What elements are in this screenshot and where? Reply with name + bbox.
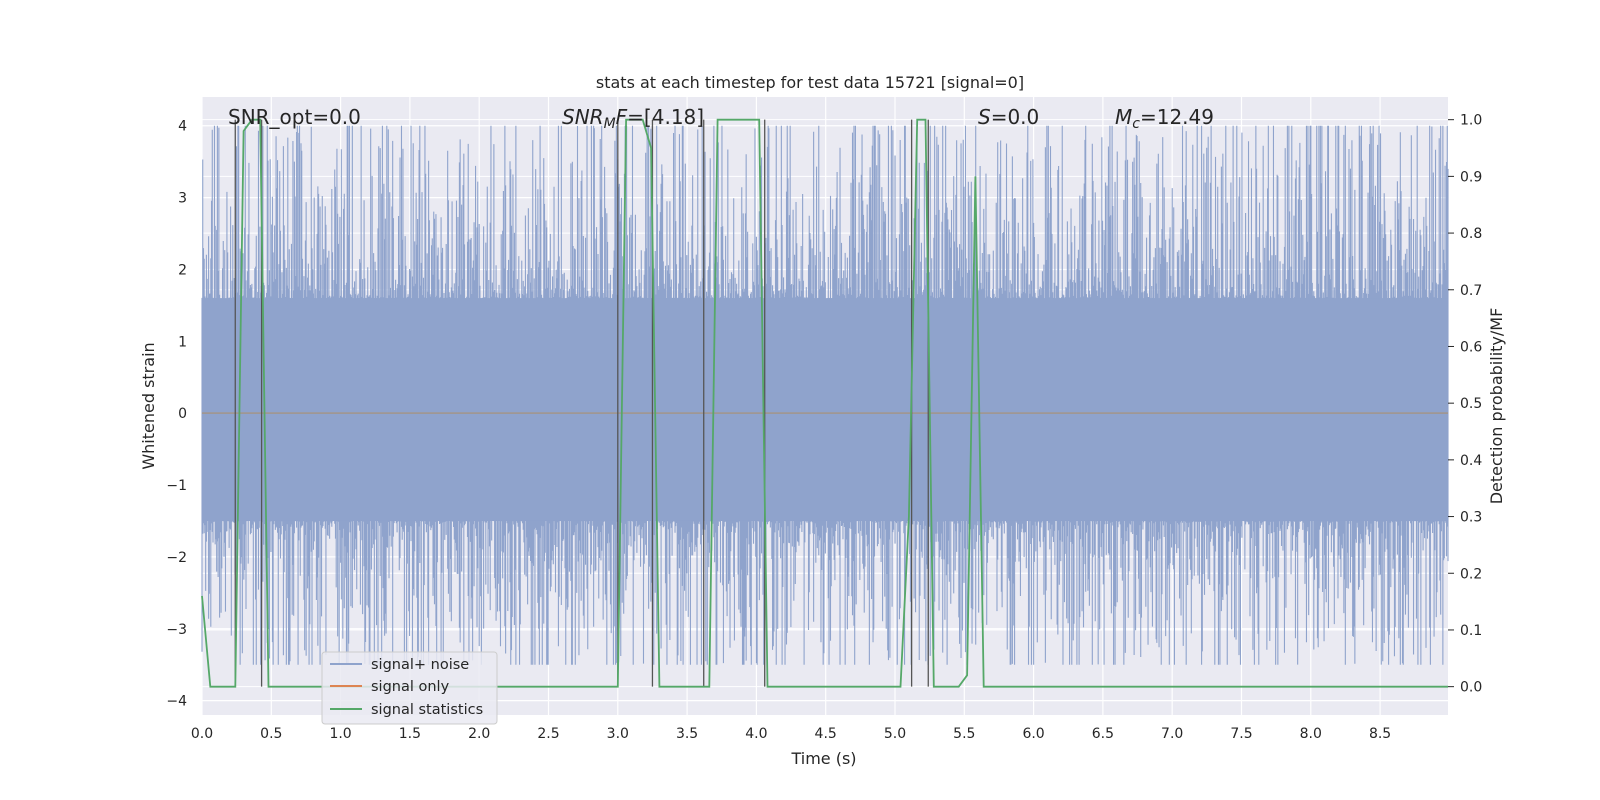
y-tick-label-0: 4: [178, 119, 187, 135]
x-tick-label-3: 1.5: [399, 726, 421, 742]
y-tick-label-2: 2: [178, 262, 187, 278]
x-tick-label-15: 7.5: [1230, 726, 1252, 742]
annotations: SNR_opt=0.0 SNRMF=[4.18] S=0.0 Mc=12.49: [228, 105, 1214, 132]
y2-tick-label-7: 0.3: [1460, 510, 1482, 526]
y2-tick-label-0: 1.0: [1460, 113, 1482, 129]
annotation-snr-mf-subscript: M: [604, 116, 616, 132]
y2-tick-label-2: 0.8: [1460, 226, 1482, 242]
plot-area: [201, 97, 1449, 715]
annotation-s: S=0.0: [978, 105, 1039, 129]
x-axis-ticks: 0.0 0.5 1.0 1.5 2.0 2.5 3.0 3.5 4.0 4.5 5.0 5.5 6.0 6…: [191, 726, 1391, 742]
x-tick-label-16: 8.0: [1300, 726, 1322, 742]
x-tick-label-0: 0.0: [191, 726, 213, 742]
y2-axis-label: Detection probability/MF: [1487, 308, 1506, 505]
x-tick-label-14: 7.0: [1161, 726, 1183, 742]
annotation-snr-mf-symbol-2: F: [616, 105, 628, 129]
y2-axis-ticks: 1.0 0.9 0.8 0.7 0.6 0.5 0.4 0.3 0.2 0.1 0.0: [1448, 113, 1482, 696]
legend-label-noise: signal+ noise: [371, 657, 469, 673]
x-tick-label-11: 5.5: [953, 726, 975, 742]
x-tick-label-8: 4.0: [745, 726, 767, 742]
chart-title: stats at each timestep for test data 157…: [596, 73, 1024, 92]
y2-tick-label-4: 0.6: [1460, 339, 1482, 355]
annotation-mc-symbol: M: [1115, 105, 1132, 129]
y-tick-label-4: 0: [178, 406, 187, 422]
x-tick-label-2: 1.0: [329, 726, 351, 742]
x-tick-label-6: 3.0: [607, 726, 629, 742]
annotation-snr-mf-value: =[4.18]: [627, 105, 704, 129]
annotation-snr-mf: SNRMF=[4.18]: [562, 105, 704, 132]
legend-label-signal: signal only: [371, 679, 450, 695]
annotation-snr-mf-symbol: SNR: [562, 105, 604, 129]
y2-tick-label-5: 0.5: [1460, 396, 1482, 412]
x-tick-label-1: 0.5: [260, 726, 282, 742]
y-axis-ticks: 4 3 2 1 0 −1 −2 −3 −4: [166, 119, 187, 710]
y2-tick-label-3: 0.7: [1460, 283, 1482, 299]
noise-core-band: [202, 298, 1448, 521]
y-tick-label-1: 3: [178, 191, 187, 207]
annotation-mc-subscript: c: [1132, 116, 1140, 132]
x-tick-label-17: 8.5: [1369, 726, 1391, 742]
annotation-mc: Mc=12.49: [1115, 105, 1214, 132]
x-tick-label-9: 4.5: [815, 726, 837, 742]
x-axis-label: Time (s): [790, 749, 856, 768]
x-tick-label-13: 6.5: [1092, 726, 1114, 742]
x-tick-label-4: 2.0: [468, 726, 490, 742]
annotation-mc-value: =12.49: [1140, 105, 1214, 129]
y2-tick-label-9: 0.1: [1460, 623, 1482, 639]
annotation-s-value: =0.0: [991, 105, 1040, 129]
x-tick-label-5: 2.5: [537, 726, 559, 742]
y-axis-label: Whitened strain: [139, 342, 158, 469]
signal-noise-series: [201, 125, 1449, 665]
x-tick-label-7: 3.5: [676, 726, 698, 742]
annotation-s-symbol: S: [978, 105, 991, 129]
y-tick-label-8: −4: [166, 694, 187, 710]
y2-tick-label-6: 0.4: [1460, 453, 1482, 469]
annotation-snr-opt: SNR_opt=0.0: [228, 105, 361, 129]
legend-label-stats: signal statistics: [371, 702, 483, 718]
y-tick-label-7: −3: [166, 622, 187, 638]
y-tick-label-5: −1: [166, 478, 187, 494]
x-tick-label-12: 6.0: [1022, 726, 1044, 742]
x-tick-label-10: 5.0: [884, 726, 906, 742]
y2-tick-label-1: 0.9: [1460, 169, 1482, 185]
y-tick-label-3: 1: [178, 334, 187, 350]
y-tick-label-6: −2: [166, 550, 187, 566]
y2-tick-label-10: 0.0: [1460, 680, 1482, 696]
legend: signal+ noise signal only signal statist…: [321, 651, 498, 725]
legend-box: [321, 651, 498, 725]
y2-tick-label-8: 0.2: [1460, 566, 1482, 582]
